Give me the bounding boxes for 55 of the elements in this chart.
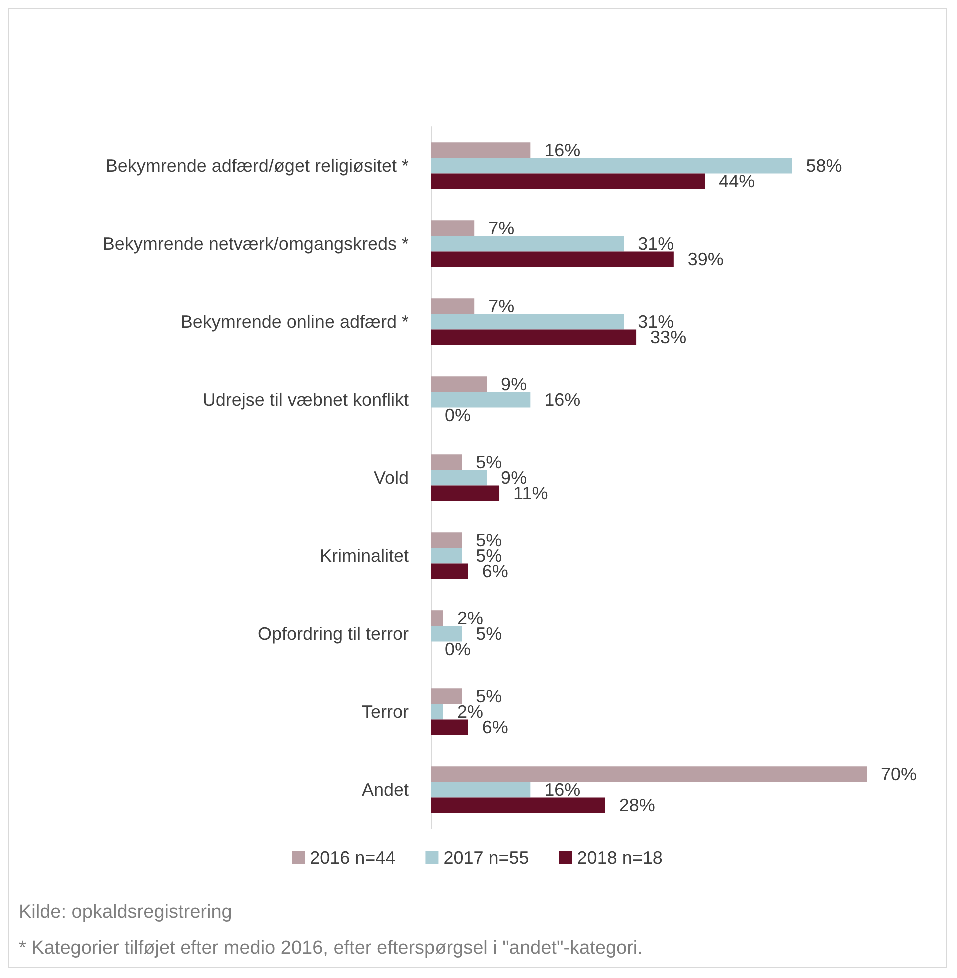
y-tick-label: Bekymrende netværk/omgangskreds * <box>102 234 409 254</box>
bar <box>431 766 867 782</box>
y-tick-label: Andet <box>362 780 409 800</box>
bar <box>431 314 624 330</box>
bar <box>431 236 624 252</box>
data-label: 16% <box>544 780 581 800</box>
bar <box>431 158 792 174</box>
bar <box>431 720 468 736</box>
data-label: 58% <box>806 156 842 176</box>
bar <box>431 610 444 626</box>
data-label: 44% <box>719 172 756 192</box>
bar <box>431 798 606 814</box>
data-label: 39% <box>688 250 724 270</box>
bar <box>431 252 674 268</box>
data-label: 70% <box>881 764 918 784</box>
bar <box>431 626 462 642</box>
y-tick-label: Bekymrende adfærd/øget religiøsitet * <box>106 156 409 176</box>
bar <box>431 220 475 236</box>
data-label: 0% <box>445 406 472 426</box>
text: Kilde: opkaldsregistrering <box>19 902 232 923</box>
data-label: 6% <box>482 718 508 738</box>
data-label: 7% <box>488 296 515 316</box>
y-tick-label: Bekymrende online adfærd * <box>180 312 409 332</box>
bar <box>431 142 531 158</box>
bar <box>431 782 531 798</box>
bar <box>431 532 462 548</box>
y-tick-label: Terror <box>362 702 409 722</box>
bar <box>431 298 475 314</box>
bar <box>431 486 500 502</box>
text: * Kategorier tilføjet efter medio 2016, efter efterspørgsel i "andet"-kategori. <box>19 938 643 959</box>
legend-label: 2016 n=44 <box>310 848 396 868</box>
data-label: 31% <box>638 234 674 254</box>
data-label: 16% <box>544 140 581 160</box>
data-label: 5% <box>476 452 502 472</box>
legend-label: 2018 n=18 <box>577 848 663 868</box>
y-tick-label: Vold <box>374 468 409 488</box>
bar <box>431 470 488 486</box>
bar <box>431 174 706 190</box>
legend-label: 2017 n=55 <box>444 848 530 868</box>
bar <box>431 564 468 580</box>
y-tick-label: Opfordring til terror <box>258 624 409 644</box>
bar <box>431 704 444 720</box>
bar <box>431 376 488 392</box>
bar <box>431 548 462 564</box>
y-tick-label: Udrejse til væbnet konflikt <box>202 390 409 410</box>
bar <box>431 392 531 408</box>
bar <box>431 330 637 346</box>
bar <box>431 454 462 470</box>
data-label: 28% <box>619 796 656 816</box>
data-label: 9% <box>501 374 528 394</box>
bar <box>431 688 462 704</box>
y-tick-label: Kriminalitet <box>320 546 409 566</box>
data-label: 7% <box>488 218 515 238</box>
data-label: 16% <box>544 390 581 410</box>
data-label: 0% <box>445 640 472 660</box>
